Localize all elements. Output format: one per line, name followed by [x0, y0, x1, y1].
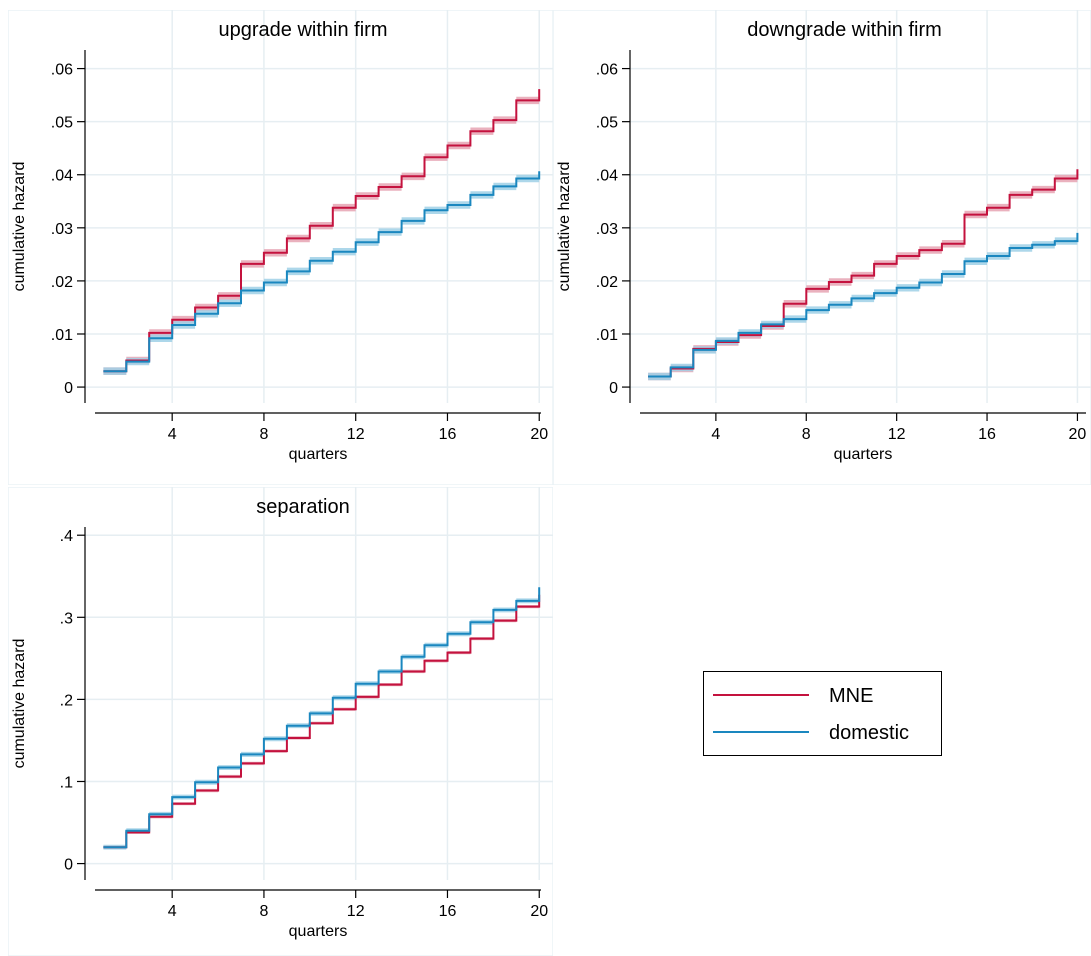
- y-tick-label: .2: [60, 692, 73, 709]
- x-tick-label: 20: [530, 426, 548, 443]
- y-tick-label: .06: [51, 62, 73, 79]
- y-tick-label: .03: [596, 221, 618, 238]
- y-tick-label: .02: [51, 274, 73, 291]
- panel-background: [553, 10, 1091, 485]
- chart-title: downgrade within firm: [747, 19, 942, 41]
- x-tick-label: 8: [802, 426, 811, 443]
- y-axis-label: cumulative hazard: [11, 162, 28, 292]
- y-tick-label: .01: [596, 327, 618, 344]
- y-tick-label: .06: [596, 62, 618, 79]
- x-tick-label: 16: [978, 426, 996, 443]
- x-tick-label: 16: [439, 426, 457, 443]
- y-tick-label: .05: [596, 115, 618, 132]
- legend-label-mne: MNE: [829, 685, 873, 707]
- chart-svg-upgrade: 0 .01 .02 .03 .04 .05 .06 4 8 12 16 20 upgrade with…: [8, 10, 553, 485]
- chart-svg-downgrade: 0 .01 .02 .03 .04 .05 .06 4 8 12 16 20 downgrade wi…: [553, 10, 1091, 485]
- y-tick-label: .01: [51, 327, 73, 344]
- x-tick-label: 4: [711, 426, 720, 443]
- confidence-band-mne: [103, 595, 540, 849]
- chart-panel-downgrade: 0 .01 .02 .03 .04 .05 .06 4 8 12 16 20 downgrade wi…: [553, 10, 1091, 485]
- x-tick-label: 4: [168, 426, 177, 443]
- y-tick-label: .04: [596, 168, 618, 185]
- y-tick-label: .4: [60, 528, 73, 545]
- series-line-mne: [103, 594, 541, 849]
- x-axis-label: quarters: [834, 446, 893, 463]
- legend: MNE domestic: [703, 671, 943, 757]
- y-tick-label: .02: [596, 274, 618, 291]
- y-tick-label: 0: [609, 380, 618, 397]
- legend-box: [703, 671, 942, 756]
- y-axis-label: cumulative hazard: [11, 639, 28, 769]
- confidence-band-domestic: [648, 233, 1078, 381]
- y-tick-label: .3: [60, 610, 73, 627]
- x-tick-label: 4: [168, 903, 177, 920]
- confidence-band-mne: [103, 89, 540, 375]
- series-line-domestic: [103, 171, 541, 373]
- panel-background: [8, 10, 553, 485]
- x-tick-label: 12: [347, 426, 365, 443]
- chart-svg-separation: 0 .1 .2 .3 .4 4 8 12 16 20 separation quarters cu…: [8, 487, 553, 956]
- legend-svg: MNE domestic: [703, 671, 942, 756]
- y-axis-label: cumulative hazard: [556, 162, 573, 292]
- x-axis-label: quarters: [289, 446, 348, 463]
- panel-background: [8, 487, 553, 956]
- legend-label-domestic: domestic: [829, 722, 909, 744]
- confidence-band-domestic: [103, 587, 540, 850]
- series-line-domestic: [103, 587, 541, 849]
- y-tick-label: 0: [64, 857, 73, 874]
- series-line-mne: [648, 169, 1079, 378]
- y-tick-label: .04: [51, 168, 73, 185]
- x-tick-label: 20: [530, 903, 548, 920]
- chart-title: upgrade within firm: [219, 19, 388, 41]
- series-line-domestic: [648, 232, 1079, 378]
- x-tick-label: 20: [1069, 426, 1087, 443]
- x-tick-label: 16: [439, 903, 457, 920]
- x-tick-label: 8: [259, 903, 268, 920]
- x-tick-label: 12: [347, 903, 365, 920]
- y-tick-label: .03: [51, 221, 73, 238]
- chart-title: separation: [256, 496, 349, 518]
- x-axis-label: quarters: [289, 923, 348, 940]
- chart-panel-separation: 0 .1 .2 .3 .4 4 8 12 16 20 separation quarters cu…: [8, 487, 553, 956]
- y-tick-label: .05: [51, 115, 73, 132]
- chart-panel-upgrade: 0 .01 .02 .03 .04 .05 .06 4 8 12 16 20 upgrade with…: [8, 10, 553, 485]
- x-tick-label: 12: [888, 426, 906, 443]
- y-tick-label: .1: [60, 774, 73, 791]
- y-tick-label: 0: [64, 380, 73, 397]
- series-line-mne: [103, 89, 541, 373]
- x-tick-label: 8: [259, 426, 268, 443]
